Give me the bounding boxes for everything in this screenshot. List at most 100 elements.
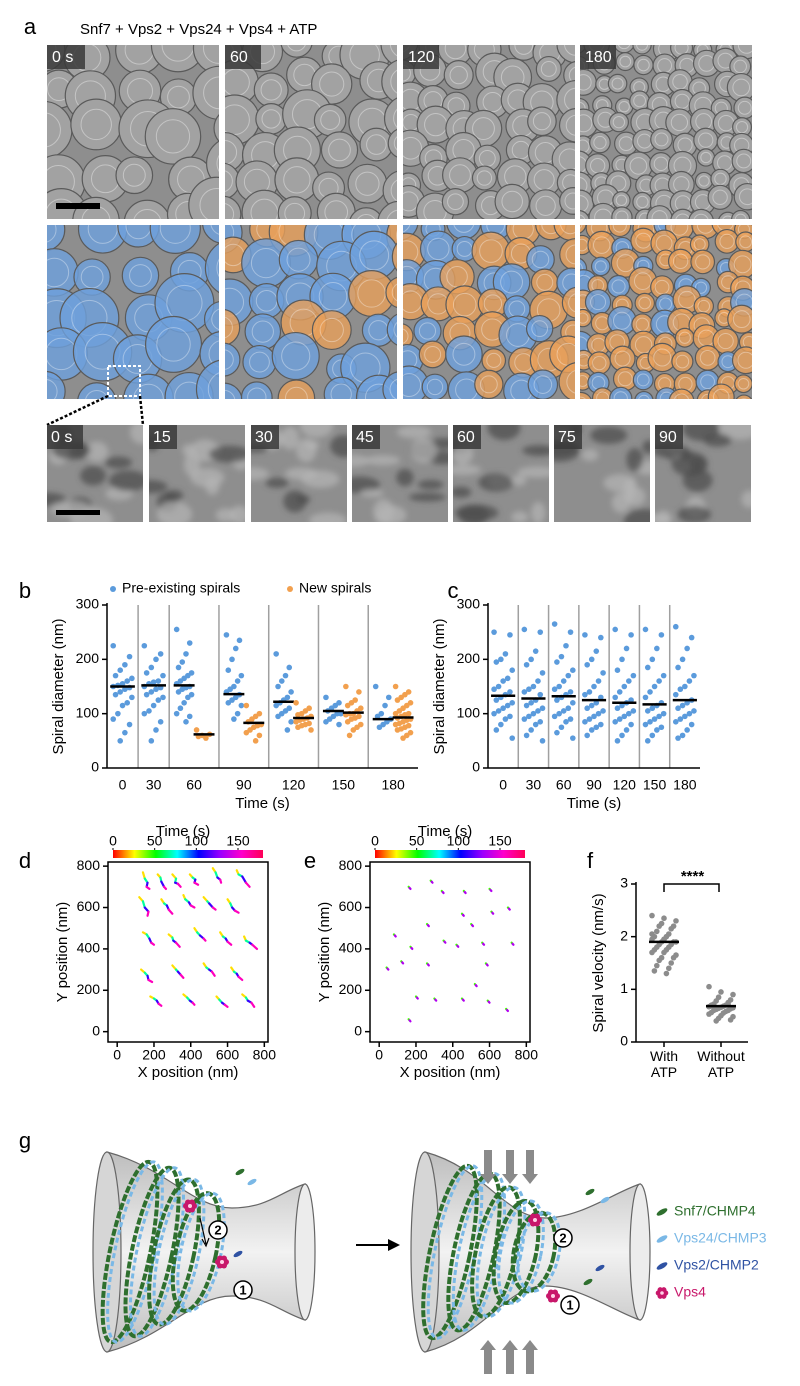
- y-tick-label: 600: [77, 898, 101, 914]
- data-point: [684, 645, 690, 652]
- tube-opening: [294, 1183, 316, 1321]
- micrograph: [403, 45, 575, 219]
- x-tick-label: 150: [643, 777, 667, 793]
- spiral-ring: [202, 45, 219, 64]
- density: [511, 475, 527, 486]
- data-point: [558, 724, 565, 731]
- data-point: [528, 727, 534, 733]
- spiral-ring: [427, 237, 450, 261]
- spiral-ring: [593, 135, 607, 150]
- time-label-bg: [352, 425, 380, 449]
- density: [251, 467, 269, 481]
- step-circle: [233, 1280, 253, 1300]
- x-tick-label: 0: [499, 777, 507, 793]
- data-point: [582, 719, 588, 725]
- data-point: [554, 697, 560, 703]
- data-point: [600, 708, 606, 714]
- data-point: [186, 640, 193, 646]
- spiral: [735, 394, 752, 399]
- spiral-ring: [514, 45, 534, 55]
- data-point: [623, 727, 630, 733]
- spiral-ring: [501, 190, 523, 213]
- data-point: [649, 949, 655, 956]
- y-tick-label: 200: [77, 981, 101, 997]
- time-label-bg: [47, 425, 83, 449]
- data-point: [504, 675, 511, 682]
- spiral: [225, 309, 241, 346]
- spiral: [240, 381, 273, 399]
- data-point: [644, 664, 651, 671]
- spiral-ring: [281, 341, 311, 371]
- data-point: [273, 702, 279, 709]
- spiral-ring: [453, 225, 475, 233]
- spiral: [667, 248, 694, 274]
- data-point: [593, 724, 600, 731]
- data-point: [509, 667, 516, 673]
- panel-label: b: [19, 578, 31, 603]
- data-point: [293, 700, 299, 706]
- track-segment: [441, 890, 445, 895]
- data-point: [537, 629, 544, 635]
- spiral-ring: [568, 293, 575, 313]
- data-point: [628, 697, 634, 703]
- data-point: [273, 651, 279, 657]
- density: [408, 492, 446, 502]
- spiral: [47, 100, 73, 159]
- spiral-ring: [564, 192, 575, 210]
- data-point: [183, 651, 189, 657]
- data-point: [558, 653, 565, 660]
- spiral: [47, 225, 66, 252]
- spiral: [694, 171, 714, 191]
- spiral-ring: [670, 225, 689, 236]
- data-point: [730, 991, 736, 998]
- density: [208, 445, 245, 463]
- track-segment: [210, 970, 216, 977]
- legend-label: Pre-existing spirals: [122, 580, 240, 596]
- density: [299, 425, 334, 438]
- spiral: [77, 382, 117, 399]
- spiral: [707, 383, 735, 399]
- spiral-ring: [678, 290, 696, 309]
- spiral-ring: [393, 321, 397, 338]
- data-point: [666, 965, 672, 972]
- spiral-ring: [580, 396, 587, 399]
- spiral-ring: [449, 65, 468, 85]
- data-point: [556, 683, 562, 690]
- spiral-ring: [717, 332, 734, 350]
- arrow: [199, 1217, 210, 1248]
- vps24-vps2-filament: [128, 1166, 186, 1338]
- data-point: [282, 672, 289, 679]
- micrograph: [225, 225, 397, 399]
- spiral: [202, 225, 219, 244]
- density: [581, 449, 599, 461]
- blur-group: [149, 435, 245, 522]
- force-arrow: [502, 1340, 518, 1374]
- track-segment: [241, 875, 248, 884]
- data-point: [141, 642, 148, 649]
- data-point: [110, 716, 117, 722]
- data-point: [491, 686, 497, 693]
- track-segment: [386, 967, 390, 971]
- spiral-ring: [580, 114, 593, 133]
- spiral: [387, 128, 397, 158]
- data-point: [647, 719, 653, 725]
- force-arrow: [522, 1150, 538, 1184]
- spiral: [668, 388, 695, 399]
- spiral-ring: [225, 170, 233, 192]
- data-point: [563, 642, 569, 649]
- data-point: [684, 727, 690, 733]
- spiral-ring: [247, 387, 267, 399]
- data-point: [295, 711, 301, 718]
- spiral-ring: [670, 113, 689, 132]
- spiral-ring: [566, 370, 575, 394]
- x-tick-label: With ATP: [650, 1048, 678, 1080]
- track-segment: [461, 998, 465, 1002]
- density: [453, 486, 472, 498]
- y-tick-label: 0: [92, 1022, 100, 1038]
- spiral-ring: [672, 253, 689, 270]
- data-point: [658, 724, 665, 731]
- spiral: [559, 187, 575, 215]
- data-point: [502, 651, 509, 657]
- y-tick-label: 0: [472, 759, 480, 775]
- density: [396, 425, 432, 439]
